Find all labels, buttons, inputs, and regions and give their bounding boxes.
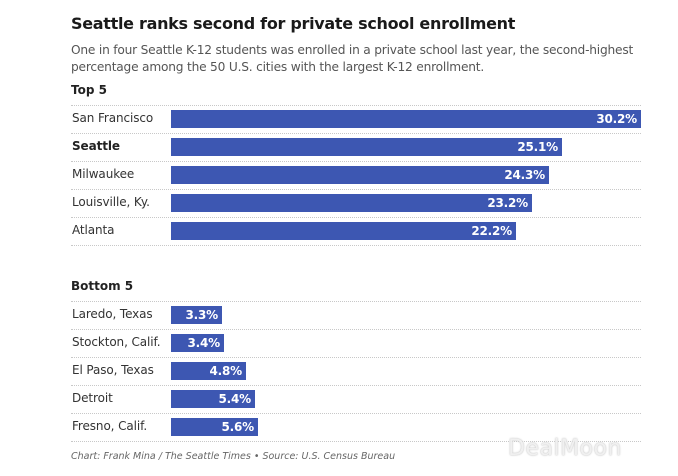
row-divider bbox=[71, 161, 641, 162]
bar-value-label: 23.2% bbox=[487, 196, 528, 210]
category-label: El Paso, Texas bbox=[72, 363, 154, 377]
bar: 22.2% bbox=[171, 222, 516, 240]
bar: 4.8% bbox=[171, 362, 246, 380]
bar: 5.4% bbox=[171, 390, 255, 408]
row-divider bbox=[71, 329, 641, 330]
chart-credit: Chart: Frank Mina / The Seattle Times • … bbox=[71, 451, 396, 462]
chart-title: Seattle ranks second for private school … bbox=[71, 14, 516, 33]
category-label: Stockton, Calif. bbox=[72, 335, 161, 349]
group-label: Bottom 5 bbox=[71, 279, 134, 293]
row-divider bbox=[71, 105, 641, 106]
bar-value-label: 5.6% bbox=[221, 420, 255, 434]
bar: 24.3% bbox=[171, 166, 549, 184]
row-divider bbox=[71, 301, 641, 302]
category-label: Fresno, Calif. bbox=[72, 419, 148, 433]
bar: 23.2% bbox=[171, 194, 532, 212]
bar-value-label: 24.3% bbox=[504, 168, 545, 182]
bar-value-label: 25.1% bbox=[517, 140, 558, 154]
watermark-logo: DealMoon bbox=[508, 436, 622, 461]
bar: 30.2% bbox=[171, 110, 641, 128]
bar-value-label: 3.4% bbox=[187, 336, 221, 350]
row-divider bbox=[71, 133, 641, 134]
bar-value-label: 3.3% bbox=[185, 308, 219, 322]
category-label: Milwaukee bbox=[72, 167, 135, 181]
row-divider bbox=[71, 245, 641, 246]
row-divider bbox=[71, 357, 641, 358]
bar-value-label: 30.2% bbox=[596, 112, 637, 126]
category-label: Seattle bbox=[72, 139, 120, 153]
chart-subtitle: One in four Seattle K-12 students was en… bbox=[71, 43, 634, 74]
category-label: Atlanta bbox=[72, 223, 115, 237]
category-label: Laredo, Texas bbox=[72, 307, 153, 321]
row-divider bbox=[71, 385, 641, 386]
row-divider bbox=[71, 189, 641, 190]
bar-value-label: 22.2% bbox=[471, 224, 512, 238]
bar: 3.4% bbox=[171, 334, 224, 352]
bar-value-label: 4.8% bbox=[209, 364, 243, 378]
row-divider bbox=[71, 217, 641, 218]
row-divider bbox=[71, 413, 641, 414]
group-label: Top 5 bbox=[71, 83, 107, 97]
category-label: Louisville, Ky. bbox=[72, 195, 150, 209]
bar: 3.3% bbox=[171, 306, 222, 324]
category-label: San Francisco bbox=[72, 111, 154, 125]
row-divider bbox=[71, 441, 641, 442]
category-label: Detroit bbox=[72, 391, 113, 405]
bar: 25.1% bbox=[171, 138, 562, 156]
bar-value-label: 5.4% bbox=[218, 392, 252, 406]
bar: 5.6% bbox=[171, 418, 258, 436]
